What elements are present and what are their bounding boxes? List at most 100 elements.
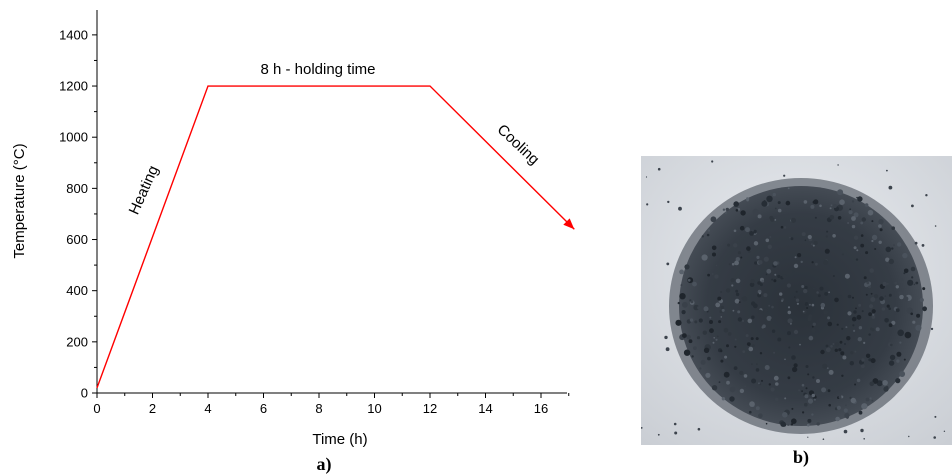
grain: [763, 256, 769, 262]
grain: [711, 385, 718, 391]
grain: [739, 370, 744, 375]
grain: [891, 247, 894, 250]
grain: [902, 252, 908, 259]
grain: [796, 302, 799, 305]
grain: [720, 359, 724, 363]
grain: [725, 207, 729, 212]
grain: [746, 342, 751, 346]
grain: [818, 294, 821, 298]
grain: [787, 318, 793, 324]
y-tick-label: 1400: [59, 27, 88, 42]
grain: [751, 363, 753, 366]
grain: [801, 390, 803, 392]
grain: [692, 281, 697, 287]
grain: [865, 251, 869, 255]
grain: [885, 246, 892, 253]
grain: [729, 386, 736, 393]
grain: [747, 318, 753, 324]
grain: [763, 293, 768, 298]
grain: [720, 243, 723, 246]
grain: [860, 243, 865, 248]
grain: [761, 326, 765, 329]
grain: [793, 363, 798, 368]
grain: [828, 291, 830, 294]
grain: [829, 215, 835, 220]
grain: [869, 381, 875, 387]
grain: [832, 343, 835, 345]
grain: [870, 297, 876, 302]
cooling-label: Cooling: [494, 121, 543, 168]
grain: [810, 204, 815, 209]
x-tick-label: 10: [367, 401, 381, 416]
grain: [698, 318, 703, 323]
grain: [871, 309, 876, 314]
grain: [751, 344, 755, 347]
grain: [772, 192, 776, 197]
grain: [838, 295, 843, 299]
x-tick-label: 0: [93, 401, 100, 416]
grain: [765, 238, 770, 243]
grain: [816, 379, 820, 383]
grain: [904, 331, 912, 339]
grain: [697, 306, 700, 310]
grain: [812, 244, 815, 247]
speck: [783, 174, 786, 177]
grain: [820, 302, 826, 308]
axes: [96, 10, 567, 394]
grain: [714, 274, 719, 279]
grain: [720, 349, 723, 353]
grain: [808, 335, 814, 341]
grain: [858, 410, 863, 415]
grain: [784, 397, 787, 400]
grain: [749, 282, 755, 287]
grain: [819, 204, 822, 208]
grain: [853, 329, 856, 332]
grain: [855, 258, 859, 261]
grain: [830, 204, 833, 207]
grain: [735, 289, 739, 293]
caption-a: a): [317, 454, 332, 474]
grain: [852, 296, 854, 299]
grain: [682, 301, 688, 308]
grain: [705, 372, 711, 378]
grain: [789, 236, 791, 239]
grain: [850, 351, 854, 355]
grain: [737, 310, 741, 314]
grain: [832, 234, 836, 238]
grain: [740, 256, 743, 259]
speck: [925, 194, 928, 197]
grain: [767, 244, 772, 249]
grain: [828, 403, 831, 407]
grain: [899, 294, 904, 300]
grain: [734, 345, 737, 348]
grain: [735, 278, 741, 284]
grain: [825, 344, 829, 348]
grain: [853, 246, 857, 250]
grain: [869, 397, 872, 400]
grain: [753, 229, 757, 234]
x-tick-label: 8: [315, 401, 322, 416]
grain: [802, 411, 805, 414]
grain: [856, 378, 861, 383]
grain: [910, 266, 916, 272]
grain: [797, 253, 802, 258]
grain: [791, 217, 796, 223]
grain: [849, 208, 852, 211]
grain: [709, 316, 712, 319]
grain: [759, 383, 762, 386]
grain: [766, 268, 772, 274]
grain: [742, 350, 746, 353]
grain: [863, 341, 866, 344]
grain: [706, 233, 710, 237]
grain: [690, 300, 694, 304]
grain: [863, 276, 867, 280]
grain: [777, 208, 782, 213]
grain: [884, 318, 889, 323]
grain: [849, 396, 852, 399]
grain: [739, 388, 745, 394]
grain: [782, 412, 788, 418]
grain: [731, 284, 734, 287]
grain: [865, 293, 868, 296]
grain: [701, 235, 704, 238]
grain: [733, 243, 738, 248]
